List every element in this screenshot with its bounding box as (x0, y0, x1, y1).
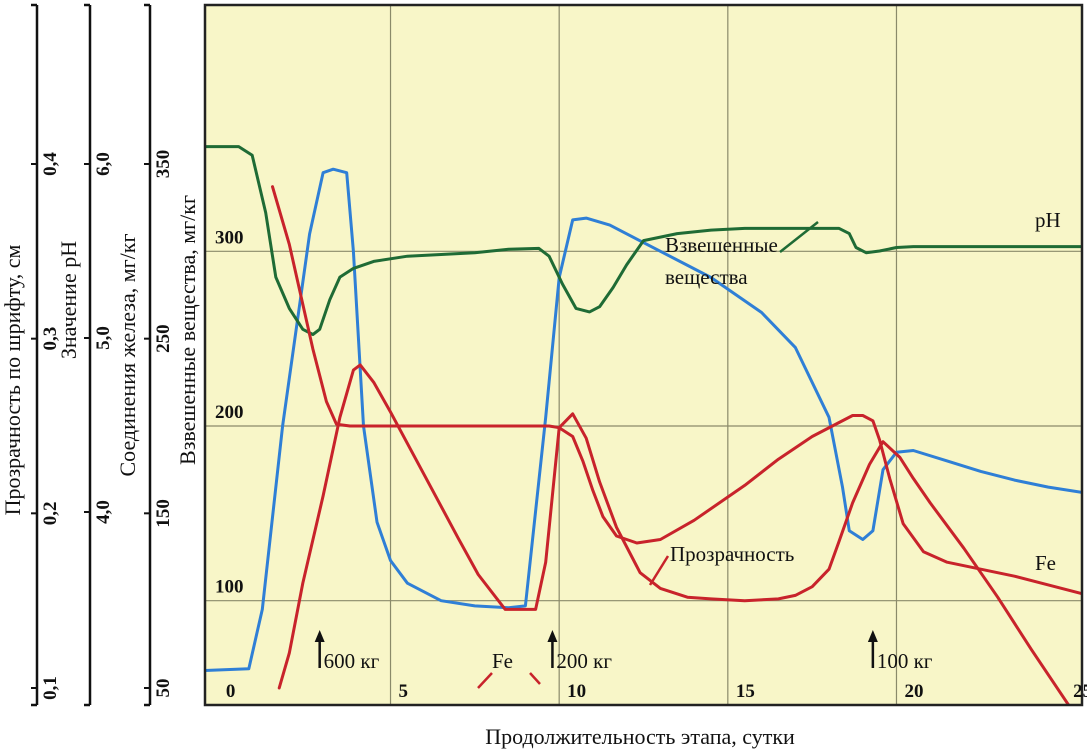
series-line-suspended (205, 167, 1082, 672)
dosing-label: 600 кг (324, 649, 380, 673)
y-tick-label-transparency: 0,3 (40, 327, 61, 351)
x-axis-title: Продолжительность этапа, сутки (485, 724, 795, 749)
plot-frame (203, 3, 1084, 707)
y-tick-label-iron: 50 (153, 679, 174, 698)
dosing-arrow-head (547, 630, 558, 642)
label-suspended-line1: Взвешенные (665, 233, 778, 257)
label-suspended-line2: вещества (665, 265, 748, 289)
y-tick-label-transparency: 0,1 (40, 676, 61, 700)
y-axis-title-transparency: Прозрачность по шрифту, см (0, 245, 25, 516)
label-transparency: Прозрачность (670, 542, 794, 566)
label-fe-right: Fe (1035, 551, 1056, 575)
y-tick-label-iron: 350 (153, 150, 174, 179)
x-tick-label: 15 (736, 681, 755, 702)
plot-background (205, 5, 1082, 705)
leader-fe-bottom (477, 672, 541, 689)
y-tick-label-suspended: 200 (215, 402, 244, 423)
x-tick-label: 20 (904, 681, 923, 702)
y-tick-label-ph: 4,0 (93, 500, 114, 524)
y-tick-label-suspended: 300 (215, 227, 244, 248)
dosing-arrow-head (867, 630, 878, 642)
x-axis: 0 5 10 15 20 25 (226, 681, 1087, 702)
series-line-transparency (277, 363, 1071, 705)
y-axis-title-iron: Соединения железа, мг/кг (115, 234, 140, 477)
dosing-label: 200 кг (556, 649, 612, 673)
dosing-label: 100 кг (877, 649, 933, 673)
leader-suspended (779, 221, 819, 253)
annotations: Взвешенные вещества Прозрачность pH Fe Fe 600 … (314, 208, 1061, 689)
dosing-arrow-head (314, 630, 325, 642)
y-tick-label-ph: 6,0 (93, 152, 114, 176)
y-tick-label-suspended: 100 (215, 577, 244, 598)
y-tick-label-transparency: 0,2 (40, 501, 61, 525)
x-tick-label: 5 (399, 681, 409, 702)
y-axis-title-ph: Значение pH (56, 241, 81, 359)
series-line-iron (271, 185, 1082, 596)
y-tick-label-iron: 150 (153, 499, 174, 528)
series-line-ph (205, 145, 1082, 336)
label-ph: pH (1035, 208, 1061, 232)
series-lines (205, 145, 1082, 705)
y-axis-title-suspended: Взвешенные вещества, мг/кг (175, 195, 200, 465)
leader-transparency (648, 555, 670, 586)
y-tick-label-ph: 5,0 (93, 326, 114, 350)
label-fe-bottom: Fe (492, 649, 513, 673)
y-axes: 0,1 0,2 0,3 0,4 Прозрачность по шрифту, см 4,… (0, 3, 244, 707)
x-tick-label: 10 (567, 681, 586, 702)
y-tick-label-transparency: 0,4 (40, 152, 61, 176)
y-tick-label-iron: 250 (153, 324, 174, 353)
x-tick-label: 0 (226, 681, 236, 702)
x-tick-label: 25 (1073, 681, 1087, 702)
